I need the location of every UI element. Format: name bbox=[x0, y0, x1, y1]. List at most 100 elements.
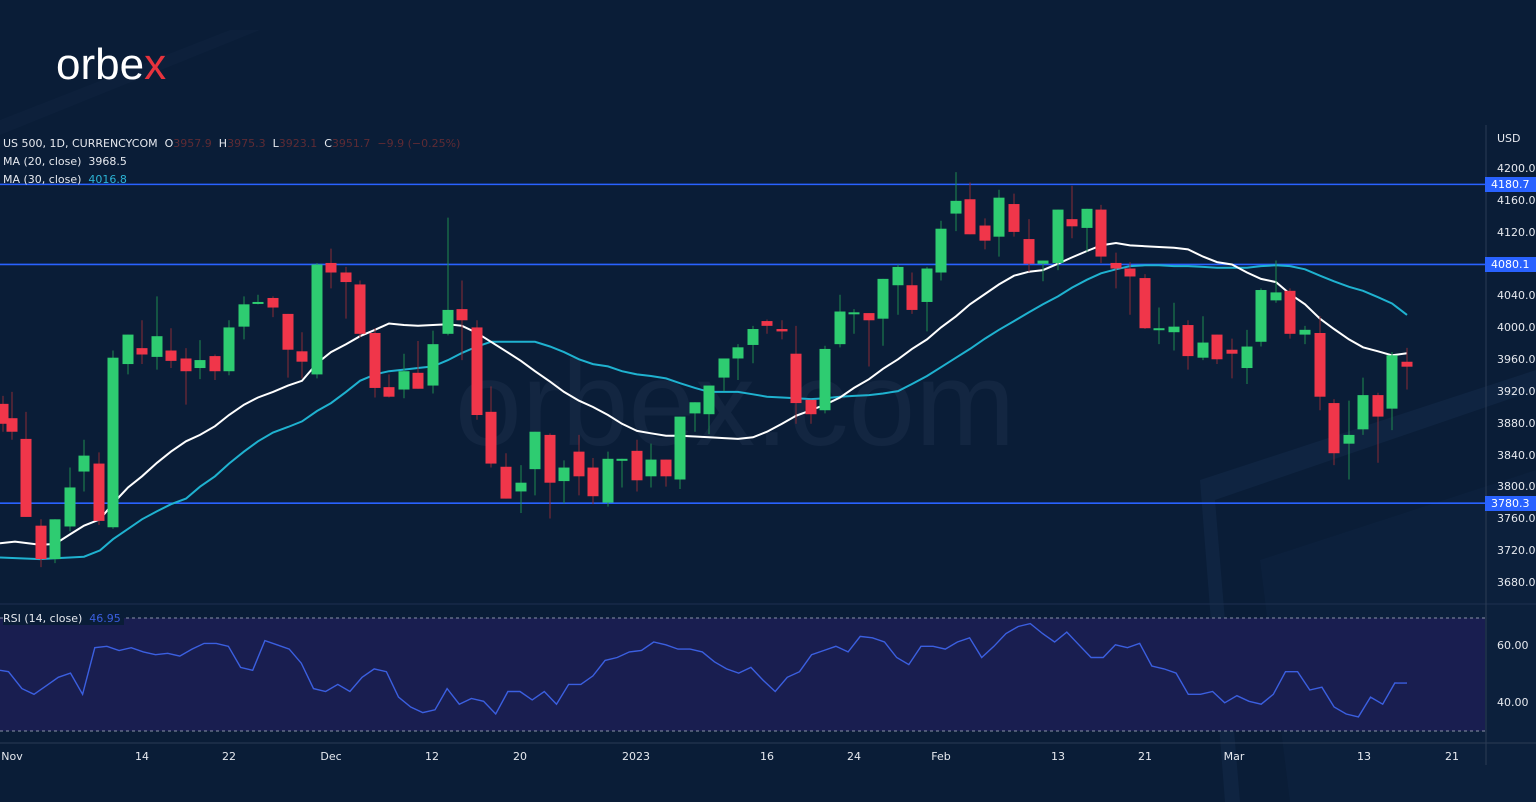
candle[interactable] bbox=[1197, 316, 1209, 361]
symbol-label[interactable]: US 500, 1D, CURRENCYCOM bbox=[3, 137, 158, 150]
candle[interactable] bbox=[703, 385, 715, 435]
candle[interactable] bbox=[645, 443, 657, 488]
candle[interactable] bbox=[93, 452, 105, 525]
candle[interactable] bbox=[558, 460, 570, 504]
candle[interactable] bbox=[78, 439, 90, 492]
candle[interactable] bbox=[892, 264, 904, 315]
candle[interactable] bbox=[529, 431, 541, 496]
candle[interactable] bbox=[1299, 325, 1311, 345]
price-level-tag[interactable]: 3780.3 bbox=[1485, 495, 1536, 511]
candle[interactable] bbox=[877, 278, 889, 346]
candle[interactable] bbox=[515, 465, 527, 513]
candle[interactable] bbox=[311, 262, 323, 379]
ma30-row[interactable]: MA (30, close) 4016.8 bbox=[3, 171, 460, 189]
candle[interactable] bbox=[1182, 320, 1194, 370]
candle[interactable] bbox=[354, 280, 366, 338]
candle[interactable] bbox=[6, 391, 18, 440]
candle[interactable] bbox=[180, 348, 192, 405]
candle[interactable] bbox=[1153, 307, 1165, 345]
candle[interactable] bbox=[427, 330, 439, 394]
candle[interactable] bbox=[602, 451, 614, 507]
candle[interactable] bbox=[485, 386, 497, 468]
candle[interactable] bbox=[20, 411, 32, 517]
candle[interactable] bbox=[1270, 260, 1282, 303]
candle[interactable] bbox=[718, 358, 730, 392]
candle[interactable] bbox=[776, 320, 788, 340]
candle[interactable] bbox=[1401, 347, 1413, 390]
candle[interactable] bbox=[979, 218, 991, 250]
candle[interactable] bbox=[456, 280, 468, 361]
candle[interactable] bbox=[747, 325, 759, 364]
candle[interactable] bbox=[1372, 392, 1384, 463]
candle[interactable] bbox=[732, 344, 744, 380]
candle[interactable] bbox=[442, 217, 454, 336]
candle[interactable] bbox=[1255, 288, 1267, 347]
candle[interactable] bbox=[238, 296, 250, 340]
candle[interactable] bbox=[674, 416, 686, 490]
candle[interactable] bbox=[950, 172, 962, 232]
candle[interactable] bbox=[1168, 302, 1180, 351]
candle[interactable] bbox=[819, 345, 831, 414]
candle[interactable] bbox=[325, 248, 337, 289]
candle[interactable] bbox=[935, 220, 947, 281]
candle[interactable] bbox=[906, 272, 918, 314]
candle[interactable] bbox=[1124, 262, 1136, 315]
candle[interactable] bbox=[412, 340, 424, 389]
candle[interactable] bbox=[165, 328, 177, 369]
candle[interactable] bbox=[660, 459, 672, 487]
candle[interactable] bbox=[49, 519, 61, 564]
candle[interactable] bbox=[398, 353, 410, 399]
candle[interactable] bbox=[587, 458, 599, 505]
candle[interactable] bbox=[282, 313, 294, 378]
candle[interactable] bbox=[500, 453, 512, 499]
candle[interactable] bbox=[964, 182, 976, 235]
candle[interactable] bbox=[1284, 288, 1296, 339]
candle[interactable] bbox=[805, 399, 817, 424]
rsi-legend[interactable]: RSI (14, close) 46.95 bbox=[3, 612, 124, 625]
candle[interactable] bbox=[383, 374, 395, 398]
candle[interactable] bbox=[993, 189, 1005, 257]
price-level-tag[interactable]: 4080.1 bbox=[1485, 256, 1536, 272]
candle[interactable] bbox=[834, 294, 846, 348]
candle[interactable] bbox=[136, 320, 148, 365]
candle[interactable] bbox=[1328, 399, 1340, 466]
candle[interactable] bbox=[296, 332, 308, 379]
candle[interactable] bbox=[1066, 185, 1078, 239]
candle[interactable] bbox=[761, 319, 773, 334]
candle[interactable] bbox=[64, 467, 76, 532]
candle[interactable] bbox=[544, 433, 556, 519]
candle[interactable] bbox=[209, 354, 221, 380]
candle[interactable] bbox=[194, 340, 206, 380]
candle[interactable] bbox=[573, 434, 585, 496]
candle[interactable] bbox=[107, 350, 119, 529]
candle[interactable] bbox=[122, 334, 134, 375]
candle[interactable] bbox=[223, 320, 235, 376]
candle[interactable] bbox=[689, 402, 701, 432]
candle[interactable] bbox=[790, 325, 802, 424]
candle[interactable] bbox=[35, 519, 47, 568]
candle[interactable] bbox=[1037, 260, 1049, 282]
candle[interactable] bbox=[1023, 219, 1035, 272]
ma20-row[interactable]: MA (20, close) 3968.5 bbox=[3, 153, 460, 171]
candle[interactable] bbox=[1226, 338, 1238, 379]
candle[interactable] bbox=[1139, 274, 1151, 330]
candle[interactable] bbox=[863, 313, 875, 367]
candle[interactable] bbox=[267, 296, 279, 318]
candle[interactable] bbox=[1110, 252, 1122, 289]
candle[interactable] bbox=[1314, 316, 1326, 411]
candle[interactable] bbox=[369, 328, 381, 398]
candle[interactable] bbox=[616, 458, 628, 488]
candle[interactable] bbox=[1211, 334, 1223, 365]
candle[interactable] bbox=[1343, 400, 1355, 480]
candle[interactable] bbox=[340, 266, 352, 319]
candle[interactable] bbox=[631, 439, 643, 492]
candle[interactable] bbox=[1095, 204, 1107, 263]
candle[interactable] bbox=[252, 294, 264, 305]
candle[interactable] bbox=[921, 266, 933, 332]
candle[interactable] bbox=[1386, 352, 1398, 431]
candle[interactable] bbox=[471, 320, 483, 420]
candle[interactable] bbox=[1008, 193, 1020, 237]
candle[interactable] bbox=[0, 395, 9, 432]
candle[interactable] bbox=[1081, 208, 1093, 252]
